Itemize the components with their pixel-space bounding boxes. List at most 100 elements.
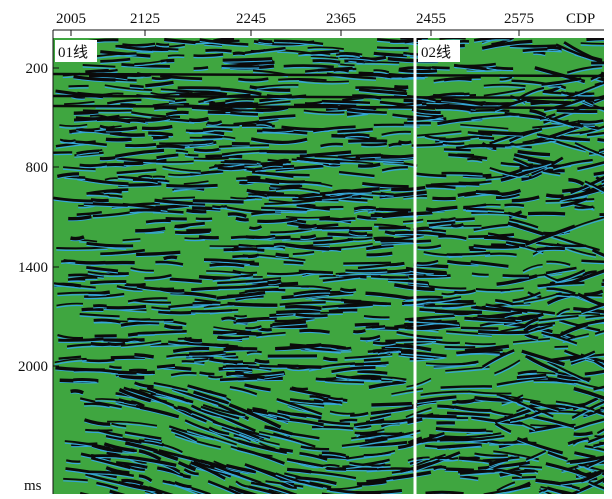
seismic-event [360, 432, 377, 434]
seismic-event-blue [603, 364, 612, 365]
seismic-event [61, 261, 75, 262]
seismic-event [262, 129, 293, 130]
seismic-event [68, 217, 91, 219]
seismic-event [586, 38, 612, 39]
seismic-event [175, 231, 210, 232]
seismic-event-blue [194, 160, 229, 161]
seismic-event [394, 87, 408, 88]
seismic-event-blue [224, 164, 257, 165]
seismic-event [444, 149, 471, 150]
seismic-event [56, 247, 107, 248]
seismic-event-blue [581, 45, 612, 46]
seismic-event [606, 333, 612, 334]
seismic-event [226, 373, 243, 375]
seismic-event [230, 113, 258, 115]
seismic-event [80, 164, 107, 166]
seismic-event [236, 320, 256, 321]
seismic-event [104, 306, 146, 307]
seismic-event [218, 167, 247, 168]
seismic-event [210, 264, 245, 265]
seismic-event [557, 111, 598, 112]
seismic-event [364, 359, 381, 360]
seismic-event [323, 358, 337, 360]
seismic-event [505, 205, 525, 206]
x-tick-label: 2365 [326, 11, 356, 27]
seismic-event [137, 372, 153, 373]
seismic-event [190, 137, 222, 138]
seismic-event [71, 237, 85, 239]
seismic-event-blue [528, 215, 565, 216]
seismic-event [191, 288, 220, 290]
seismic-event [503, 275, 529, 276]
seismic-event [84, 203, 128, 205]
seismic-event-blue [377, 49, 409, 50]
seismic-event-blue [604, 64, 612, 65]
seismic-event [82, 309, 104, 310]
seismic-event [459, 458, 480, 459]
seismic-event [355, 324, 379, 325]
seismic-event-blue [312, 230, 350, 231]
seismic-event-blue [153, 178, 165, 179]
seismic-event [66, 460, 80, 461]
seismic-event [441, 386, 492, 387]
seismic-event [58, 339, 103, 340]
seismic-event [603, 481, 612, 483]
seismic-event [373, 342, 396, 344]
seismic-event [299, 225, 317, 227]
seismic-event [226, 110, 264, 111]
seismic-event-blue [607, 191, 612, 196]
seismic-event [371, 404, 412, 405]
seismic-event [185, 154, 198, 155]
y-tick-label: 1400 [18, 260, 48, 276]
seismic-event [454, 312, 474, 313]
seismic-event [357, 62, 400, 63]
seismic-event [159, 142, 207, 143]
seismic-event-blue [69, 88, 89, 89]
seismic-event-blue [606, 410, 612, 411]
seismic-event [129, 370, 147, 371]
seismic-event [191, 310, 232, 311]
seismic-event [83, 110, 132, 111]
seismic-event [168, 55, 184, 56]
seismic-event [91, 200, 109, 201]
seismic-event [156, 161, 194, 162]
seismic-event [93, 306, 106, 307]
seismic-event [154, 108, 177, 109]
seismic-event [82, 360, 114, 361]
seismic-event [194, 158, 229, 159]
seismic-event [194, 67, 209, 68]
seismic-event [106, 139, 132, 140]
seismic-event-blue [555, 349, 569, 350]
seismic-event-blue [190, 139, 222, 140]
seismic-event [238, 79, 268, 80]
seismic-event [259, 366, 298, 367]
seismic-event [557, 314, 601, 315]
seismic-event-blue [154, 110, 177, 111]
seismic-event-blue [607, 381, 612, 389]
seismic-event [605, 71, 612, 79]
seismic-event [223, 366, 249, 367]
seismic-event [130, 210, 161, 211]
x-tick-label: 2575 [504, 11, 534, 27]
seismic-event [343, 263, 391, 264]
seismic-event [258, 40, 272, 41]
seismic-event-blue [168, 57, 184, 58]
seismic-event-blue [267, 197, 299, 198]
seismic-event [222, 66, 260, 67]
seismic-event [606, 70, 612, 75]
panel-label: 01线 [58, 44, 88, 61]
seismic-event [158, 312, 195, 313]
seismic-event [445, 469, 474, 470]
seismic-event [166, 185, 217, 186]
seismic-event [478, 332, 528, 333]
seismic-event [187, 211, 207, 212]
seismic-event-blue [606, 451, 612, 459]
seismic-event [431, 230, 446, 231]
seismic-event [96, 70, 117, 71]
seismic-event [357, 371, 387, 373]
seismic-event [267, 195, 299, 196]
seismic-event [284, 262, 304, 263]
seismic-event [128, 339, 141, 340]
seismic-event [329, 310, 357, 311]
seismic-event [194, 149, 220, 150]
